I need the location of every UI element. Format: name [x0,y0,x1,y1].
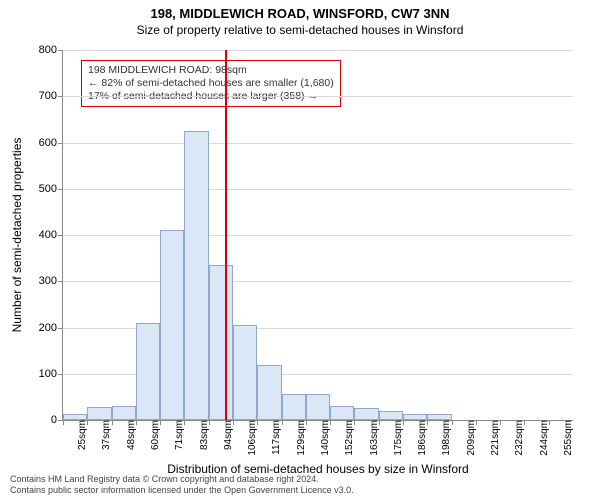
x-tick-mark [354,420,355,425]
x-tick-label: 94sqm [221,420,234,450]
x-tick-mark [160,420,161,425]
x-tick-label: 117sqm [269,420,282,455]
chart-container: 198, MIDDLEWICH ROAD, WINSFORD, CW7 3NN … [0,0,600,500]
y-tick-label: 600 [39,137,63,149]
x-tick-label: 140sqm [318,420,331,456]
histogram-bar [209,265,233,420]
y-tick-label: 100 [39,368,63,380]
histogram-bar [136,323,160,420]
x-tick-label: 186sqm [415,420,428,456]
attribution-line2: Contains public sector information licen… [10,485,354,496]
x-tick-mark [549,420,550,425]
chart-subtitle: Size of property relative to semi-detach… [0,21,600,37]
x-tick-label: 129sqm [294,420,307,456]
histogram-bar [379,411,403,420]
x-tick-label: 60sqm [148,420,161,450]
x-tick-mark [63,420,64,425]
y-tick-label: 0 [51,414,63,426]
y-tick-label: 400 [39,229,63,241]
x-tick-mark [209,420,210,425]
x-tick-mark [87,420,88,425]
x-tick-label: 175sqm [391,420,404,456]
x-tick-mark [112,420,113,425]
y-tick-label: 500 [39,183,63,195]
reference-line [225,50,227,420]
histogram-bar [184,131,208,420]
x-tick-label: 106sqm [245,420,258,456]
x-tick-mark [282,420,283,425]
histogram-bar [306,394,330,420]
histogram-bar [233,325,257,420]
y-tick-label: 200 [39,322,63,334]
grid-line [63,143,573,144]
y-tick-label: 800 [39,44,63,56]
x-tick-label: 232sqm [512,420,525,456]
x-tick-label: 163sqm [367,420,380,456]
x-tick-label: 244sqm [537,420,550,456]
histogram-bar [330,406,354,420]
grid-line [63,96,573,97]
x-tick-label: 255sqm [561,420,574,456]
x-tick-mark [403,420,404,425]
histogram-bar [112,406,136,420]
chart-title: 198, MIDDLEWICH ROAD, WINSFORD, CW7 3NN [0,0,600,21]
x-tick-mark [257,420,258,425]
y-tick-label: 700 [39,90,63,102]
x-tick-mark [136,420,137,425]
x-tick-mark [500,420,501,425]
annotation-line1: 198 MIDDLEWICH ROAD: 98sqm [88,64,334,77]
plot-area: Number of semi-detached properties Distr… [62,50,573,421]
x-tick-mark [379,420,380,425]
histogram-bar [87,407,111,420]
x-tick-label: 71sqm [172,420,185,450]
x-tick-mark [233,420,234,425]
x-tick-label: 48sqm [124,420,137,450]
x-tick-mark [184,420,185,425]
grid-line [63,235,573,236]
x-tick-mark [330,420,331,425]
x-tick-mark [452,420,453,425]
y-tick-label: 300 [39,275,63,287]
annotation-box: 198 MIDDLEWICH ROAD: 98sqm ← 82% of semi… [81,60,341,107]
x-tick-label: 83sqm [197,420,210,450]
x-tick-mark [476,420,477,425]
histogram-bar [160,230,184,420]
grid-line [63,189,573,190]
x-tick-mark [427,420,428,425]
annotation-line2: ← 82% of semi-detached houses are smalle… [88,77,334,90]
x-tick-label: 152sqm [342,420,355,456]
x-tick-label: 198sqm [439,420,452,456]
histogram-bar [257,365,281,421]
histogram-bar [282,394,306,420]
x-tick-mark [524,420,525,425]
attribution-line1: Contains HM Land Registry data © Crown c… [10,474,354,485]
x-tick-label: 25sqm [75,420,88,450]
attribution: Contains HM Land Registry data © Crown c… [10,474,354,497]
y-axis-title: Number of semi-detached properties [10,138,24,333]
x-tick-mark [306,420,307,425]
histogram-bar [354,408,378,420]
x-tick-label: 209sqm [464,420,477,456]
grid-line [63,50,573,51]
x-tick-label: 221sqm [488,420,501,456]
grid-line [63,281,573,282]
x-tick-label: 37sqm [99,420,112,450]
